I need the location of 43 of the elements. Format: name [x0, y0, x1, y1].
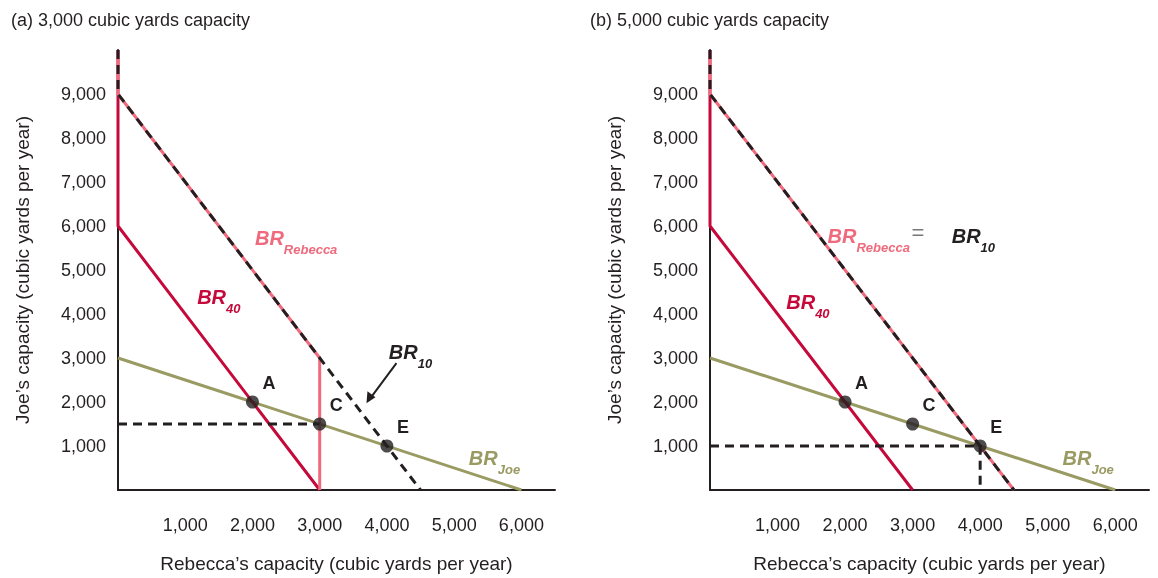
y-tick-label: 2,000: [652, 392, 698, 412]
y-tick-label: 3,000: [652, 348, 698, 368]
x-tick-label: 5,000: [1025, 515, 1071, 535]
x-tick-label: 4,000: [364, 515, 410, 535]
x-tick-label: 2,000: [229, 515, 275, 535]
y-tick-label: 8,000: [60, 128, 106, 148]
annotation: C: [329, 395, 343, 415]
annotation: E: [396, 417, 409, 437]
x-tick-label: 5,000: [431, 515, 477, 535]
y-tick-label: 1,000: [60, 436, 106, 456]
y-tick-label: 9,000: [652, 84, 698, 104]
x-axis-title: Rebecca’s capacity (cubic yards per year): [753, 553, 1106, 574]
annotation: A: [262, 373, 276, 393]
y-tick-label: 5,000: [652, 260, 698, 280]
y-tick-label: 1,000: [652, 436, 698, 456]
chart-title: (a) 3,000 cubic yards capacity: [11, 10, 251, 30]
x-tick-label: 3,000: [297, 515, 343, 535]
annotation: A: [855, 373, 869, 393]
y-tick-label: 6,000: [652, 216, 698, 236]
y-tick-label: 7,000: [60, 172, 106, 192]
y-tick-label: 7,000: [652, 172, 698, 192]
y-tick-label: 9,000: [60, 84, 106, 104]
annotation: E: [990, 417, 1003, 437]
x-tick-label: 6,000: [498, 515, 544, 535]
y-tick-label: 2,000: [60, 392, 106, 412]
annotation: =: [911, 220, 925, 246]
x-tick-label: 1,000: [162, 515, 208, 535]
y-axis-title: Joe’s capacity (cubic yards per year): [12, 116, 33, 424]
x-tick-label: 2,000: [822, 515, 868, 535]
y-tick-label: 5,000: [60, 260, 106, 280]
x-axis-title: Rebecca’s capacity (cubic yards per year): [160, 553, 513, 574]
y-axis-title: Joe’s capacity (cubic yards per year): [604, 116, 625, 424]
x-tick-label: 4,000: [957, 515, 1003, 535]
y-tick-label: 8,000: [652, 128, 698, 148]
y-tick-label: 3,000: [60, 348, 106, 368]
annotation: C: [922, 395, 936, 415]
x-tick-label: 1,000: [755, 515, 801, 535]
y-tick-label: 6,000: [60, 216, 106, 236]
chart-title: (b) 5,000 cubic yards capacity: [590, 10, 830, 30]
y-tick-label: 4,000: [60, 304, 106, 324]
x-tick-label: 3,000: [890, 515, 936, 535]
y-tick-label: 4,000: [652, 304, 698, 324]
x-tick-label: 6,000: [1092, 515, 1138, 535]
